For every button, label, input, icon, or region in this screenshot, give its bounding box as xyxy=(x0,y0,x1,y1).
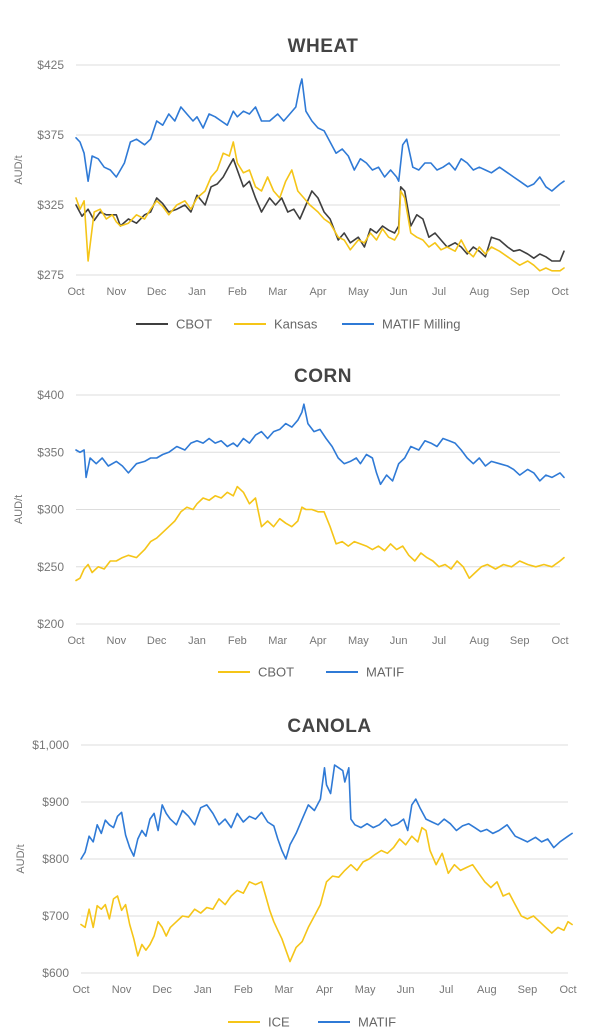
x-tick-label: Mar xyxy=(268,286,287,298)
x-tick-label: Jan xyxy=(188,286,206,298)
x-tick-label: Sep xyxy=(518,984,538,996)
x-tick-label: Feb xyxy=(228,286,247,298)
x-tick-label: Oct xyxy=(67,635,84,647)
x-tick-label: Apr xyxy=(309,286,326,298)
x-tick-label: Jun xyxy=(390,635,408,647)
legend-label: CBOT xyxy=(258,665,294,680)
x-tick-label: Nov xyxy=(107,635,127,647)
y-axis-label: AUD/t xyxy=(13,155,25,184)
chart-wheat: WHEAT $425 $375 $325 $275 AUD/t Oct Nov Dec Jan Fe… xyxy=(13,36,569,332)
x-tick-label: Jul xyxy=(432,635,446,647)
legend-label: MATIF Milling xyxy=(382,317,460,332)
chart-title: CANOLA xyxy=(287,716,371,737)
x-tick-label: Jul xyxy=(439,984,453,996)
x-tick-label: Nov xyxy=(107,286,127,298)
x-tick-label: Jul xyxy=(432,286,446,298)
chart-corn: CORN $400 $350 $300 $250 $200 AUD/t Oct Nov Dec Ja… xyxy=(13,366,569,680)
x-tick-label: May xyxy=(348,286,369,298)
y-tick-label: $350 xyxy=(37,445,64,459)
y-tick-label: $400 xyxy=(37,388,64,402)
y-tick-label: $275 xyxy=(37,268,64,282)
series-line-matif-milling xyxy=(75,78,565,192)
x-tick-label: Jan xyxy=(188,635,206,647)
y-tick-label: $200 xyxy=(37,617,64,631)
legend-label: ICE xyxy=(268,1015,290,1030)
series-line-ice xyxy=(80,826,573,963)
x-tick-label: Jun xyxy=(397,984,415,996)
x-tick-label: Nov xyxy=(112,984,132,996)
legend-label: MATIF xyxy=(366,665,404,680)
series-line-kansas xyxy=(75,141,565,272)
y-tick-label: $300 xyxy=(37,503,64,517)
x-tick-label: Dec xyxy=(152,984,172,996)
legend-label: Kansas xyxy=(274,317,318,332)
y-tick-label: $600 xyxy=(42,966,69,980)
x-tick-label: May xyxy=(348,635,369,647)
x-tick-label: Feb xyxy=(234,984,253,996)
x-tick-label: Oct xyxy=(551,286,568,298)
x-tick-label: Oct xyxy=(67,286,84,298)
chart-canola: CANOLA $1,000 $900 $800 $700 $600 AUD/t Oct Nov D… xyxy=(15,716,577,1030)
series-line-matif xyxy=(80,764,573,860)
x-tick-label: Dec xyxy=(147,635,167,647)
y-tick-label: $1,000 xyxy=(32,738,69,752)
x-tick-label: Aug xyxy=(470,635,490,647)
x-tick-label: Oct xyxy=(72,984,89,996)
x-tick-label: Mar xyxy=(268,635,287,647)
chart-title: CORN xyxy=(294,366,352,387)
x-tick-label: Jan xyxy=(194,984,212,996)
y-tick-label: $800 xyxy=(42,852,69,866)
y-tick-label: $900 xyxy=(42,795,69,809)
x-tick-label: Aug xyxy=(470,286,490,298)
x-tick-label: Dec xyxy=(147,286,167,298)
x-tick-label: Mar xyxy=(274,984,293,996)
x-tick-label: Aug xyxy=(477,984,497,996)
x-tick-label: Oct xyxy=(559,984,576,996)
x-tick-label: Feb xyxy=(228,635,247,647)
x-tick-label: Jun xyxy=(390,286,408,298)
legend-label: MATIF xyxy=(358,1015,396,1030)
y-tick-label: $375 xyxy=(37,128,64,142)
y-tick-label: $700 xyxy=(42,909,69,923)
y-axis-label: AUD/t xyxy=(15,844,27,873)
series-line-matif xyxy=(75,403,565,486)
x-tick-label: Oct xyxy=(551,635,568,647)
series-line-cbot xyxy=(75,158,565,262)
x-tick-label: Sep xyxy=(510,286,530,298)
y-tick-label: $425 xyxy=(37,58,64,72)
x-tick-label: Apr xyxy=(309,635,326,647)
y-tick-label: $325 xyxy=(37,198,64,212)
y-tick-label: $250 xyxy=(37,560,64,574)
x-tick-label: May xyxy=(355,984,376,996)
legend-label: CBOT xyxy=(176,317,212,332)
x-tick-label: Sep xyxy=(510,635,530,647)
series-line-cbot xyxy=(75,485,565,582)
y-axis-label: AUD/t xyxy=(13,495,25,524)
chart-title: WHEAT xyxy=(288,36,359,57)
x-tick-label: Apr xyxy=(316,984,333,996)
